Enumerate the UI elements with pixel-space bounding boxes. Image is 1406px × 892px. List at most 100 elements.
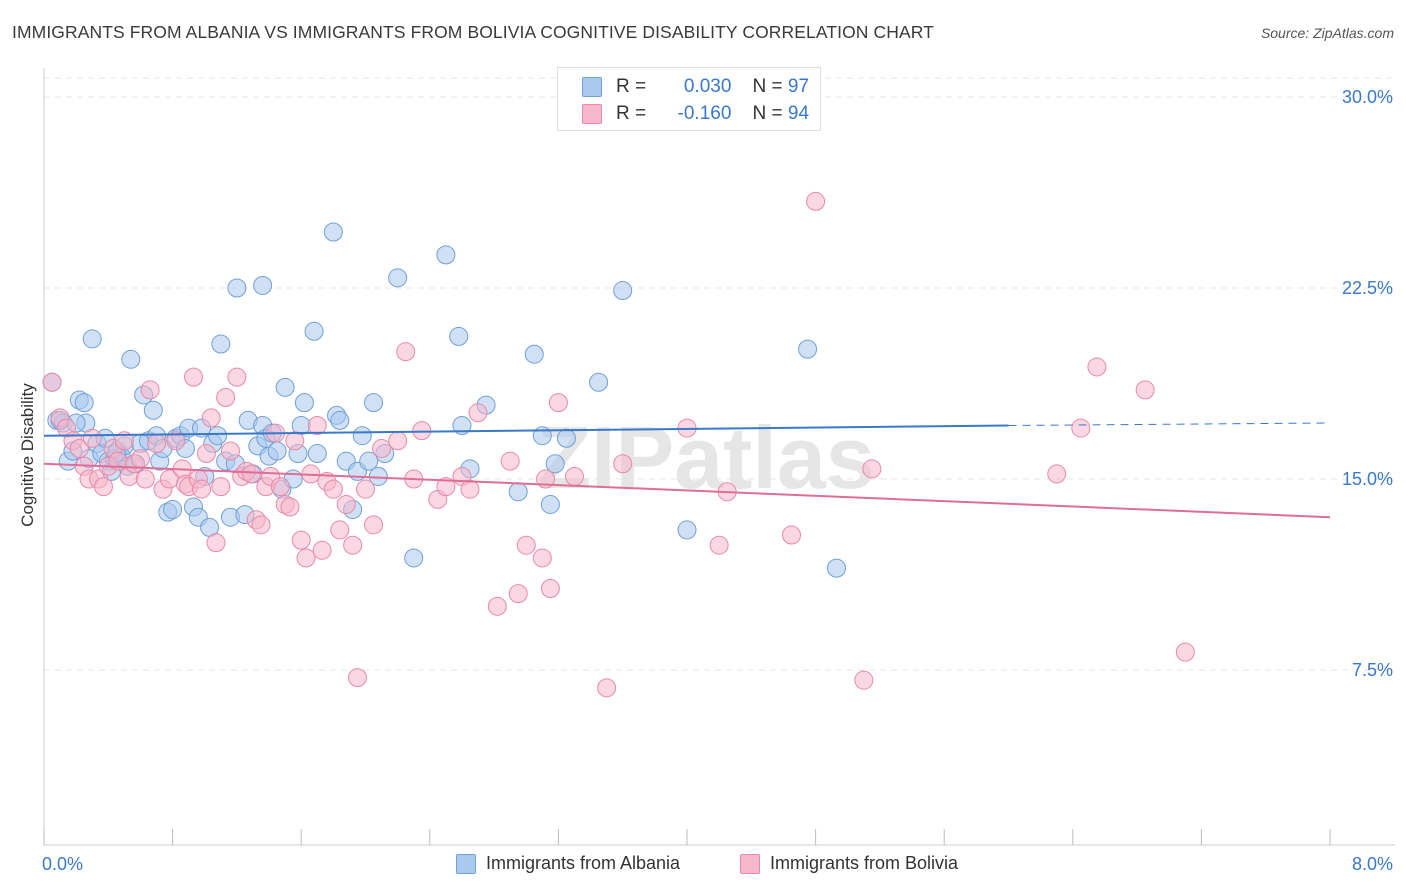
bolivia-point [862, 459, 882, 479]
albania-point [388, 268, 408, 288]
bolivia-point [343, 535, 363, 555]
albania-point [352, 426, 372, 446]
bolivia-point [709, 535, 729, 555]
albania-point [211, 334, 231, 354]
bolivia-point [206, 533, 226, 553]
legend-item-bolivia: Immigrants from Bolivia [740, 853, 958, 874]
n-value: 97 [787, 76, 810, 97]
bolivia-point [436, 477, 456, 497]
y-tick-label: 15.0% [1342, 469, 1393, 489]
bolivia-point [540, 579, 560, 599]
albania-point [294, 393, 314, 413]
bolivia-legend-label: Immigrants from Bolivia [770, 853, 959, 873]
x-tick-label: 8.0% [1352, 854, 1393, 874]
albania-legend-swatch [456, 853, 476, 874]
bolivia-point [347, 668, 367, 688]
albania-point [74, 393, 94, 413]
bolivia-point [468, 403, 488, 423]
r-value: 0.030 [683, 76, 732, 97]
albania-point [798, 339, 818, 359]
albania-point [677, 520, 697, 540]
bolivia-point [323, 479, 343, 499]
albania-point [404, 548, 424, 568]
bolivia-point [364, 515, 384, 535]
bolivia-point [508, 584, 528, 604]
grid-lines [44, 77, 1395, 671]
bolivia-point [280, 497, 300, 517]
bolivia-point [500, 451, 520, 471]
bolivia-point [1071, 418, 1091, 438]
bolivia-point [1175, 642, 1195, 662]
bolivia-point [69, 438, 89, 458]
bolivia-point [460, 479, 480, 499]
bolivia-point [516, 535, 536, 555]
bolivia-point [312, 540, 332, 560]
bolivia-point [388, 431, 408, 451]
albania-point [540, 494, 560, 514]
albania-point [556, 428, 576, 448]
bolivia-legend-swatch [740, 853, 760, 874]
chart-title: IMMIGRANTS FROM ALBANIA VS IMMIGRANTS FR… [12, 22, 934, 42]
source-label: Source: ZipAtlas.com [1260, 25, 1394, 41]
bolivia-point [307, 416, 327, 436]
bolivia-point [130, 449, 150, 469]
n-label: N = [752, 76, 783, 97]
bolivia-point [1047, 464, 1067, 484]
albania-point [323, 222, 343, 242]
bolivia-point [781, 525, 801, 545]
bolivia-point [192, 479, 212, 499]
albania-point [275, 377, 295, 397]
albania-point [121, 349, 141, 369]
bolivia-point [196, 444, 216, 464]
albania-point [449, 326, 469, 346]
x-tick-label: 0.0% [42, 854, 83, 874]
bolivia-point [336, 494, 356, 514]
bolivia-point [93, 477, 113, 497]
tick-labels: 7.5% 15.0% 22.5% 30.0% 0.0% 8.0% [42, 87, 1393, 874]
bolivia-point [597, 678, 617, 698]
bolivia-point [296, 548, 316, 568]
albania-point [524, 344, 544, 364]
stats-legend: R = 0.030 N = 97 R = -0.160 N = 94 [557, 67, 821, 131]
bolivia-point [241, 464, 261, 484]
albania-trend-extension [1008, 422, 1331, 427]
albania-point [267, 441, 287, 461]
bolivia-point [285, 431, 305, 451]
bolivia-point [42, 372, 62, 392]
bolivia-point [396, 342, 416, 362]
albania-point [589, 372, 609, 392]
bolivia-point [227, 367, 247, 387]
albania-point [826, 558, 846, 578]
trend-lines [43, 422, 1331, 519]
bolivia-point [183, 367, 203, 387]
albania-point [304, 321, 324, 341]
albania-point [253, 275, 273, 295]
bolivia-point [135, 469, 155, 489]
albania-point [208, 426, 228, 446]
bolivia-swatch [582, 104, 602, 124]
n-label: N = [752, 103, 783, 124]
axes [43, 68, 1395, 846]
albania-point [227, 278, 247, 298]
albania-point [508, 482, 528, 502]
bolivia-point [251, 515, 271, 535]
r-label: R = [616, 103, 647, 124]
bolivia-point [330, 520, 350, 540]
legend-row-albania: R = 0.030 N = 97 [582, 75, 809, 99]
r-value: -0.160 [677, 103, 732, 124]
bolivia-point [220, 441, 240, 461]
bolivia-point [140, 380, 160, 400]
bolivia-point [532, 548, 552, 568]
albania-point [307, 444, 327, 464]
bolivia-point [270, 477, 290, 497]
bolivia-point [806, 191, 826, 211]
albania-point [436, 245, 456, 265]
bolivia-point [372, 438, 392, 458]
albania-legend-label: Immigrants from Albania [486, 853, 681, 873]
albania-point [330, 410, 350, 430]
albania-point [545, 454, 565, 474]
y-tick-label: 22.5% [1342, 278, 1393, 298]
bolivia-point [201, 408, 221, 428]
n-value: 94 [787, 103, 810, 124]
